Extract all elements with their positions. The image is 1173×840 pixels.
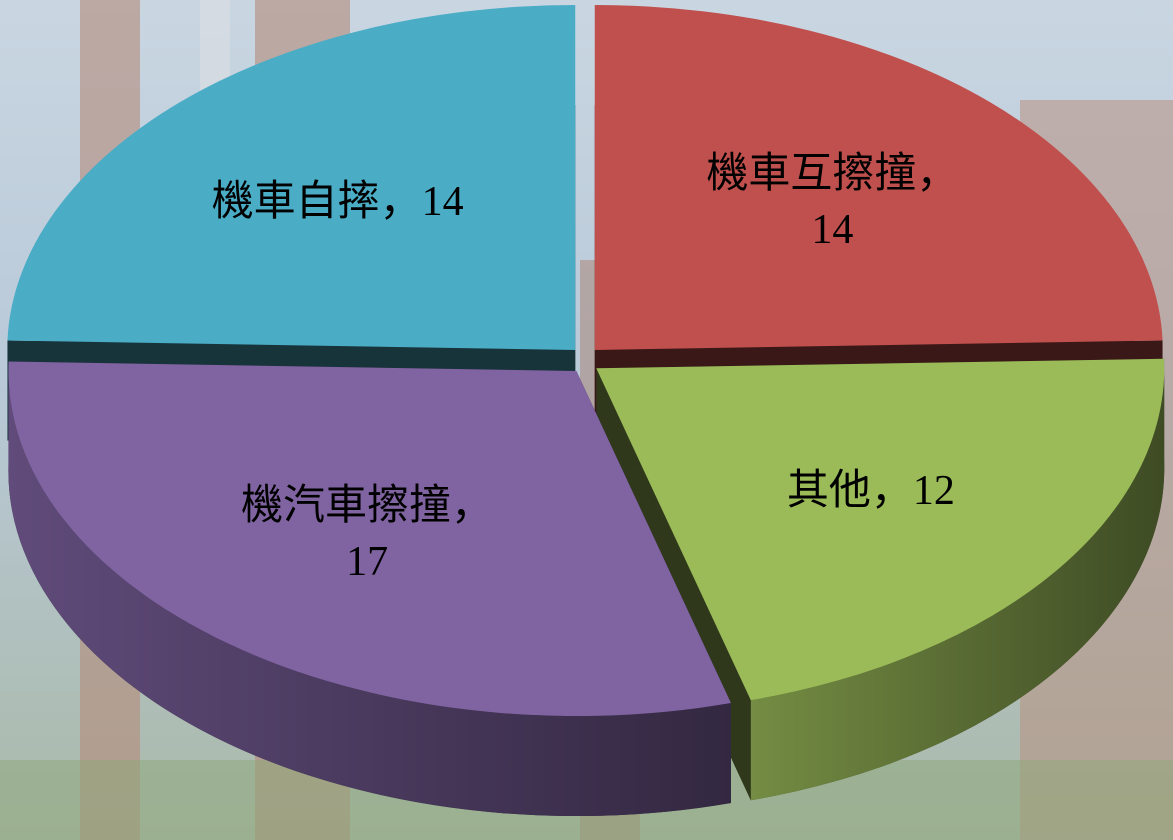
data-label: 機汽車擦撞，17 [241, 483, 494, 586]
slice-side [750, 368, 1165, 801]
data-label: 其他，12 [786, 467, 955, 514]
slice [8, 361, 731, 717]
slice [7, 4, 576, 350]
slice [594, 4, 1163, 350]
data-label: 機車自摔，14 [211, 178, 464, 225]
slice-wall [596, 358, 1165, 801]
data-label: 機車互擦撞，14 [706, 150, 959, 253]
slice [596, 358, 1165, 701]
slice-side [8, 371, 731, 817]
